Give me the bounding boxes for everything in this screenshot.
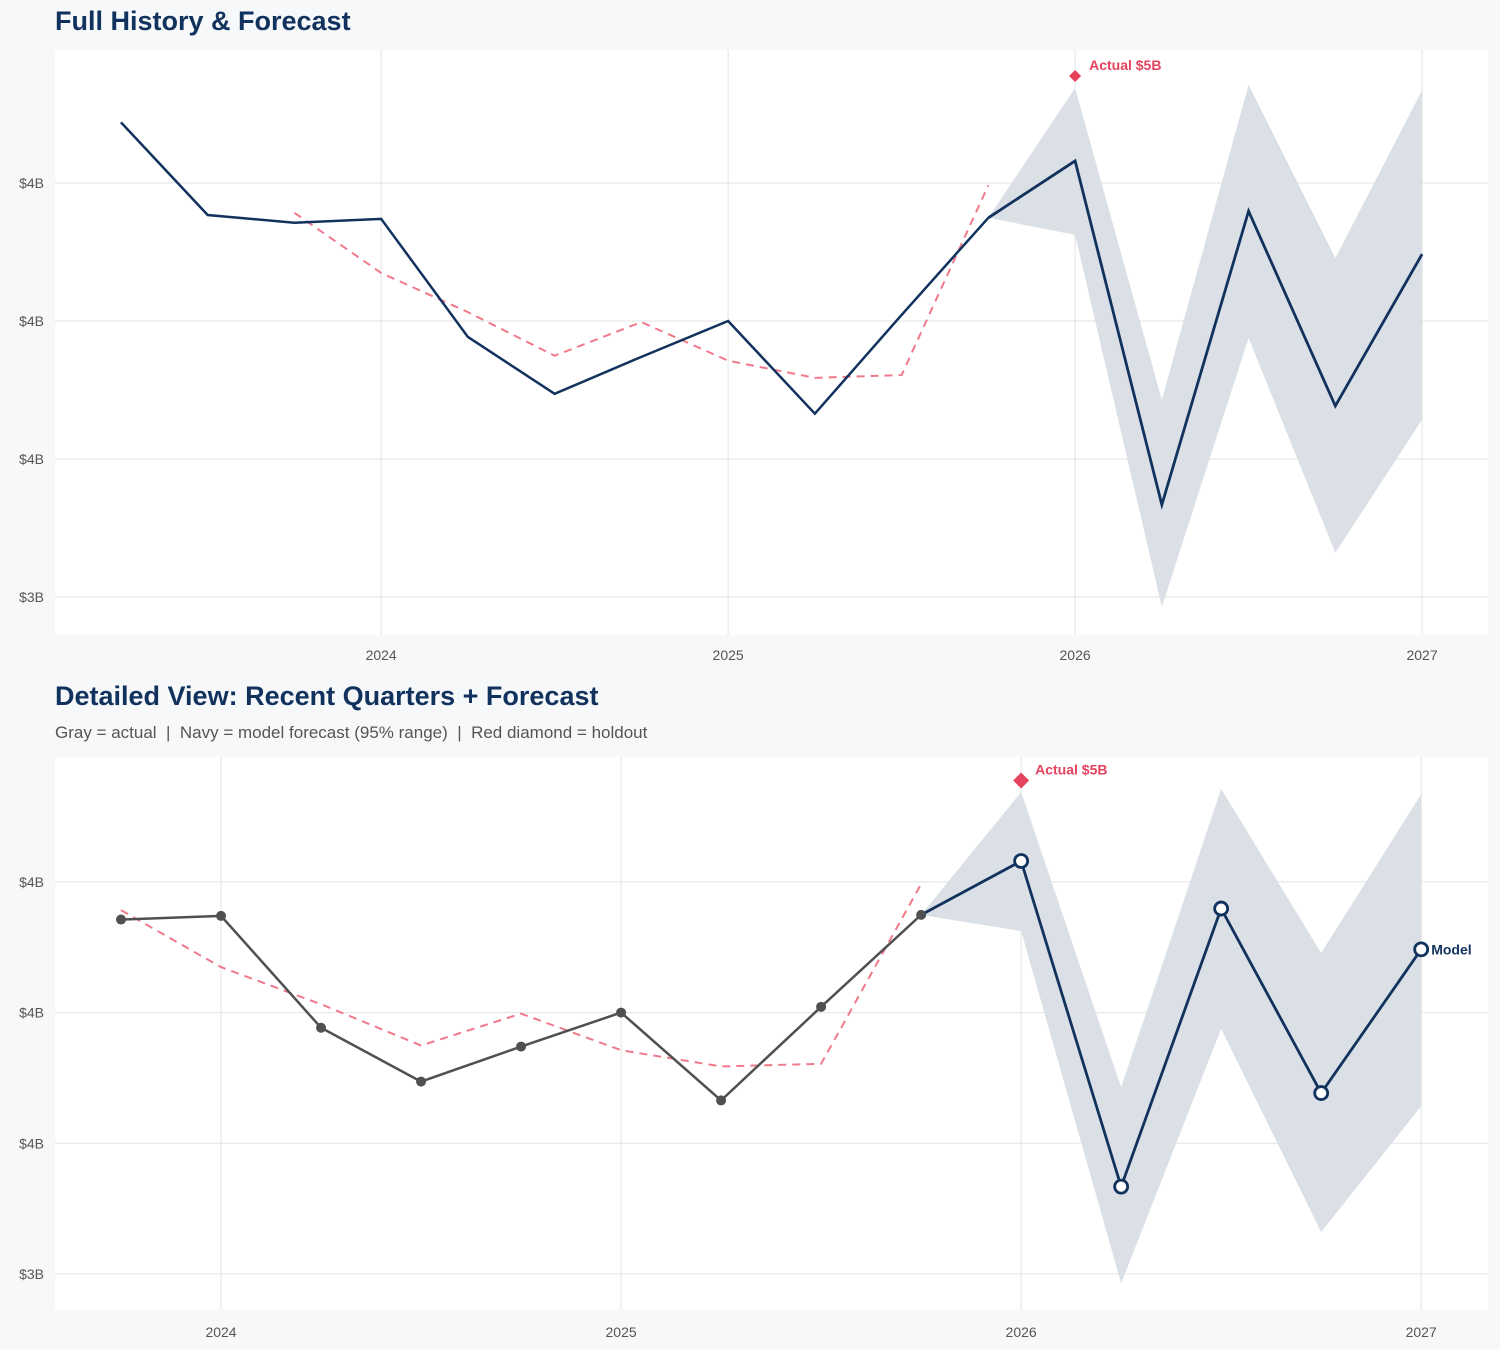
- x-tick-label: 2026: [1060, 647, 1091, 663]
- x-tick-label: 2024: [366, 647, 397, 663]
- x-tick-label: 2027: [1406, 647, 1437, 663]
- actual-point: [116, 914, 127, 925]
- y-tick-label: $4B: [19, 175, 44, 191]
- chart-title-full-history: Full History & Forecast: [55, 6, 351, 36]
- model-end-label: Model: [1431, 941, 1471, 957]
- y-tick-label: $4B: [19, 1005, 44, 1021]
- full-history-chart: $3B $4B $4B $4B 2024 2025 2026 2027 Actual $5B: [19, 50, 1488, 663]
- actual-point: [316, 1022, 327, 1033]
- x-tick-label: 2025: [713, 647, 744, 663]
- actual-point: [716, 1095, 727, 1106]
- forecast-95-range-band: [988, 84, 1423, 607]
- forecast-point: [1213, 900, 1230, 917]
- forecast-point: [1013, 853, 1030, 869]
- forecast-line: [920, 858, 1423, 1192]
- actual-point: [216, 910, 227, 921]
- fitted-dashed-line: [120, 883, 922, 1068]
- actual-line: [120, 121, 990, 416]
- y-tick-label: $3B: [19, 589, 44, 605]
- y-tick-label: $4B: [19, 313, 44, 329]
- x-tick-label: 2025: [606, 1324, 637, 1340]
- forecast-line: [987, 158, 1424, 511]
- x-tick-label: 2027: [1406, 1324, 1437, 1340]
- y-tick-label: $4B: [19, 874, 44, 890]
- actual-point: [616, 1007, 627, 1018]
- actual-point: [816, 1001, 827, 1012]
- holdout-label: Actual $5B: [1035, 762, 1107, 778]
- y-tick-label: $3B: [19, 1266, 44, 1282]
- y-tick-label: $4B: [19, 451, 44, 467]
- forecast-point: [1113, 1178, 1130, 1195]
- x-tick-label: 2026: [1006, 1324, 1037, 1340]
- forecast-point: [1313, 1085, 1330, 1101]
- y-tick-label: $4B: [19, 1135, 44, 1151]
- actual-point: [916, 909, 927, 920]
- actual-point: [416, 1076, 427, 1087]
- chart-subtitle: Gray = actual | Navy = model forecast (9…: [55, 723, 648, 742]
- chart-title-detailed-view: Detailed View: Recent Quarters + Forecas…: [55, 681, 599, 711]
- actual-point: [516, 1041, 527, 1052]
- holdout-label: Actual $5B: [1089, 57, 1161, 73]
- holdout-diamond: [1069, 69, 1082, 82]
- fitted-dashed-line: [293, 184, 990, 379]
- forecast-95-range-band: [921, 788, 1422, 1284]
- holdout-diamond: [1013, 772, 1030, 789]
- forecast-point: [1413, 941, 1430, 958]
- x-tick-label: 2024: [205, 1324, 236, 1340]
